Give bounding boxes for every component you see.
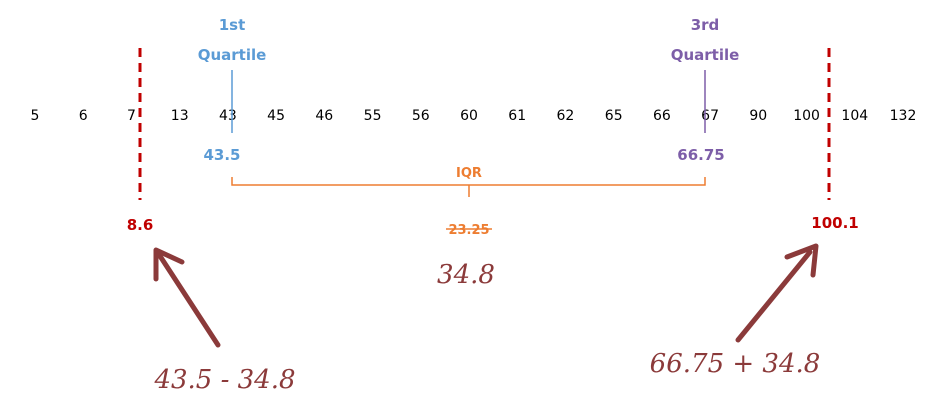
- upper-fence-formula: 66.75 + 34.8: [650, 349, 821, 379]
- upper-fence-arrow: [735, 243, 819, 343]
- number-value: 43: [219, 108, 237, 124]
- iqr-value-struck: 23.25: [448, 223, 489, 238]
- iqr-bracket: [231, 177, 706, 197]
- number-value: 6: [79, 108, 88, 124]
- number-value: 65: [605, 108, 623, 124]
- number-value: 90: [749, 108, 767, 124]
- number-line: 5 6 7 13 43 45 46 55 56 60 61 62 65 66 6…: [31, 108, 917, 124]
- number-value: 132: [890, 108, 917, 124]
- q3-label-line2: Quartile: [671, 46, 740, 64]
- lower-fence-value: 8.6: [127, 216, 154, 234]
- number-value: 60: [460, 108, 478, 124]
- number-value: 5: [31, 108, 40, 124]
- lower-fence-arrow: [153, 247, 221, 348]
- q3-value: 66.75: [677, 146, 724, 164]
- iqr-scaled-value: 34.8: [437, 260, 495, 290]
- number-value: 13: [171, 108, 189, 124]
- number-value: 45: [267, 108, 285, 124]
- q1-label-line1: 1st: [219, 16, 246, 34]
- number-value: 56: [412, 108, 430, 124]
- number-value: 7: [127, 108, 136, 124]
- number-value: 46: [315, 108, 333, 124]
- number-value: 62: [556, 108, 574, 124]
- number-value: 66: [653, 108, 671, 124]
- number-value: 61: [508, 108, 526, 124]
- number-value: 55: [364, 108, 382, 124]
- q1-label-line2: Quartile: [198, 46, 267, 64]
- q3-label-line1: 3rd: [691, 16, 720, 34]
- number-value: 100: [793, 108, 820, 124]
- upper-fence-value: 100.1: [811, 214, 858, 232]
- iqr-label: IQR: [456, 166, 482, 181]
- q1-value: 43.5: [203, 146, 240, 164]
- lower-fence-formula: 43.5 - 34.8: [153, 365, 295, 395]
- number-value: 67: [701, 108, 719, 124]
- number-value: 104: [841, 108, 868, 124]
